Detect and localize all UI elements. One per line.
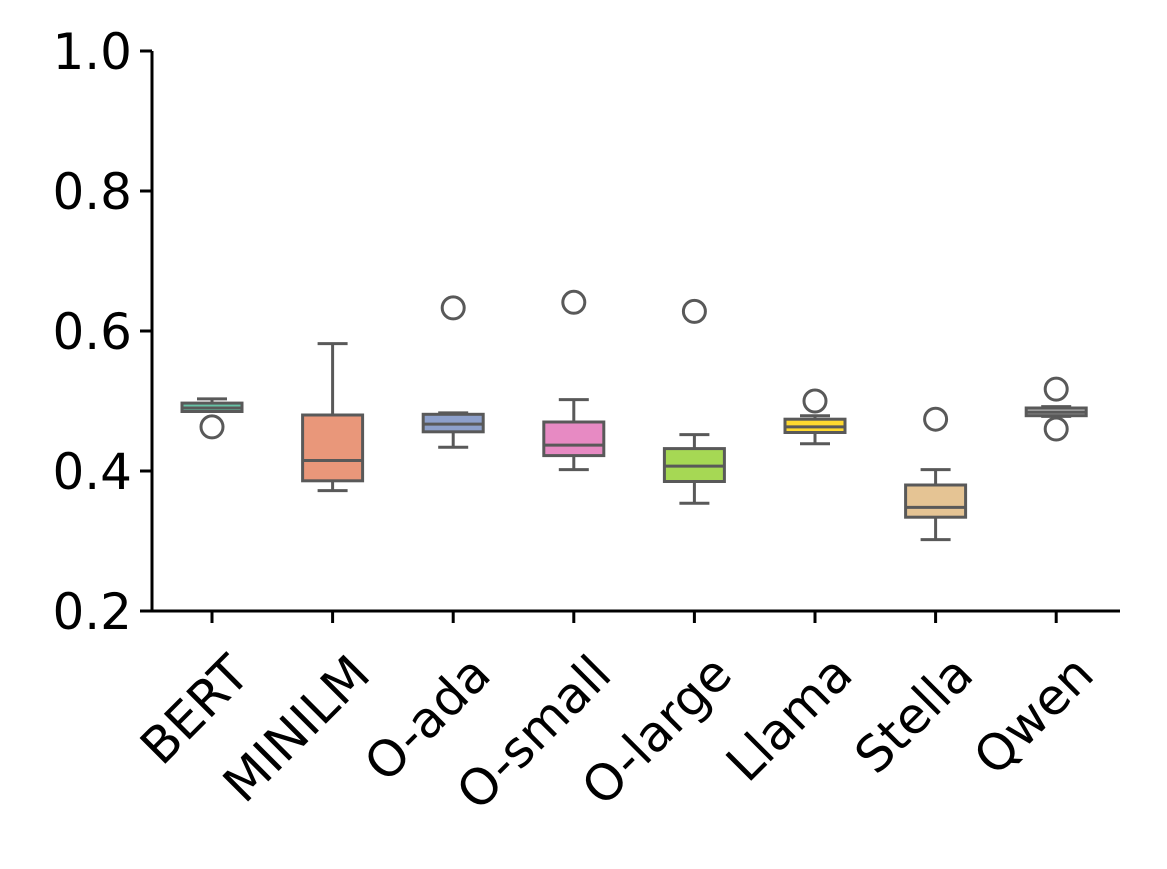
- box-body: [904, 483, 968, 519]
- box-stella: [904, 406, 968, 542]
- x-category-label: Qwen: [963, 644, 1105, 786]
- outlier-point: [1043, 416, 1069, 442]
- box-body: [301, 413, 365, 483]
- outlier-point: [440, 295, 466, 321]
- box-o-large: [662, 298, 726, 505]
- y-tick-label: 0.8: [52, 163, 132, 221]
- box-qwen: [1024, 376, 1088, 442]
- outlier-point: [681, 298, 707, 324]
- box-minilm: [301, 342, 365, 493]
- box-llama: [783, 388, 847, 446]
- outlier-point: [1043, 376, 1069, 402]
- box-bert: [180, 397, 244, 440]
- outlier-point: [923, 406, 949, 432]
- x-category-label: Llama: [715, 644, 863, 792]
- outlier-point: [561, 289, 587, 315]
- x-axis: BERTMINILMO-adaO-smallO-largeLlamaStella…: [129, 609, 1120, 821]
- outlier-point: [199, 414, 225, 440]
- outlier-point: [802, 388, 828, 414]
- y-tick-label: 0.4: [52, 443, 132, 501]
- y-tick-label: 0.2: [52, 583, 132, 641]
- box-o-ada: [421, 295, 485, 449]
- y-tick-label: 1.0: [52, 23, 132, 81]
- box-body: [542, 420, 606, 458]
- y-tick-label: 0.6: [52, 303, 132, 361]
- box-o-small: [542, 289, 606, 472]
- y-axis: 0.2 0.4 0.6 0.8 1.0: [52, 23, 154, 641]
- boxes: [180, 289, 1088, 542]
- x-category-label: Stella: [844, 644, 984, 784]
